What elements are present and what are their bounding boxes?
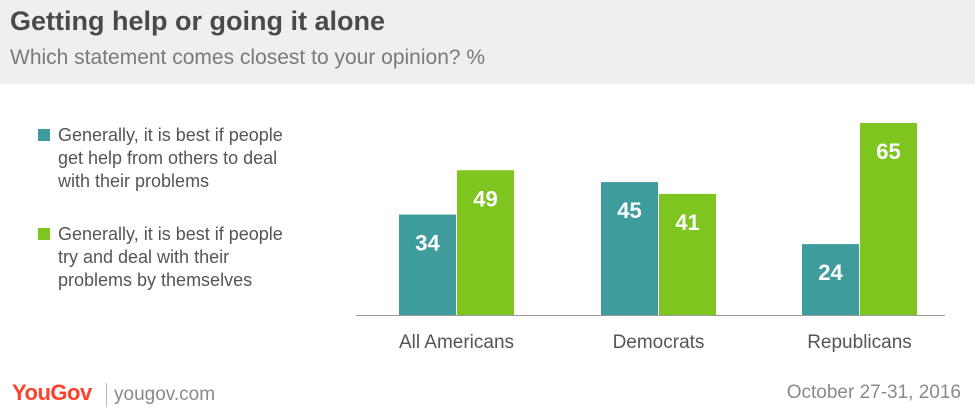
legend-label-line: with their problems [58,171,210,191]
legend-item-by-themselves: Generally, it is best if people try and … [38,223,338,292]
data-label: 41 [675,210,699,235]
footer-site: yougov.com [114,384,216,405]
logo-text-you: You [12,380,51,405]
data-label: 65 [876,139,900,164]
yougov-logo: YouGov [12,380,92,406]
category-label: Republicans [807,332,912,353]
data-label: 34 [415,231,440,256]
header-band: Getting help or going it alone Which sta… [0,0,975,84]
bar [457,170,514,315]
footer-date: October 27-31, 2016 [786,382,961,403]
legend-item-get-help: Generally, it is best if people get help… [38,124,338,193]
data-label: 49 [473,186,497,211]
bar [601,182,658,315]
legend-swatch-get-help [38,129,50,141]
bar [802,244,859,315]
legend-label-line: get help from others to deal [58,148,278,168]
bar [860,123,917,315]
legend: Generally, it is best if people get help… [38,124,338,322]
chart-title: Getting help or going it alone [10,6,385,36]
chart-subtitle: Which statement comes closest to your op… [10,46,486,69]
category-label: Democrats [613,332,705,353]
legend-label-line: Generally, it is best if people [58,224,283,244]
category-label: All Americans [399,332,514,353]
legend-swatch-by-themselves [38,228,50,240]
footer-divider [106,383,107,407]
legend-label-line: Generally, it is best if people [58,125,283,145]
data-label: 45 [617,198,641,223]
legend-label-line: try and deal with their [58,247,230,267]
data-label: 24 [818,260,843,285]
legend-label-line: problems by themselves [58,270,253,290]
bar [659,193,716,315]
bar [399,214,456,315]
logo-text-gov: Gov [50,380,92,405]
